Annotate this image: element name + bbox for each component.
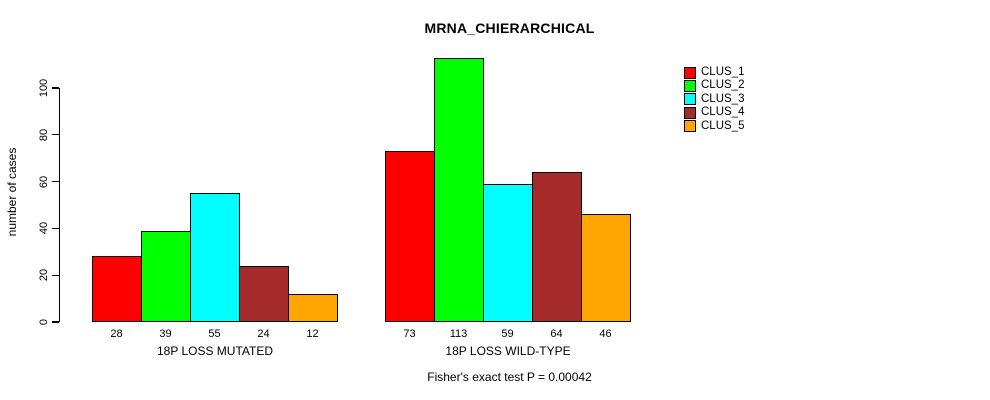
y-tick-label: 20 <box>38 269 50 282</box>
bar-clus_4-mutated <box>239 265 289 322</box>
bar-value-label: 64 <box>550 328 563 340</box>
bar-clus_4-wild-type <box>532 172 582 322</box>
bar-clus_5-mutated <box>288 293 338 322</box>
bar-clus_2-mutated <box>141 230 191 322</box>
bar-value-label: 12 <box>306 328 319 340</box>
y-tick-label: 100 <box>38 78 50 98</box>
y-tick-mark <box>52 227 59 229</box>
legend-item: CLUS_3 <box>684 93 744 106</box>
bar-value-label: 46 <box>599 328 612 340</box>
legend-label: CLUS_4 <box>701 106 745 119</box>
bar-clus_3-mutated <box>190 193 240 322</box>
y-axis-label: number of cases <box>5 147 19 237</box>
legend-swatch-icon <box>684 106 696 119</box>
bar-clus_1-mutated <box>92 256 142 322</box>
legend-item: CLUS_5 <box>684 120 744 133</box>
y-tick-mark <box>52 134 59 136</box>
bar-value-label: 24 <box>257 328 270 340</box>
y-tick-mark <box>52 87 59 89</box>
legend-swatch-icon <box>684 80 696 93</box>
legend-item: CLUS_2 <box>684 79 745 93</box>
bar-clus_2-wild-type <box>434 57 484 322</box>
bar-clus_1-wild-type <box>385 151 435 322</box>
x-group-label-mutated: 18P LOSS MUTATED <box>156 344 274 358</box>
y-axis-line <box>59 88 61 322</box>
bar-value-label: 113 <box>449 328 468 340</box>
y-tick-label: 0 <box>38 318 50 326</box>
legend: CLUS_1 CLUS_2 CLUS_3 CLUS_4 CLUS_5 <box>684 66 744 133</box>
bar-clus_5-wild-type <box>581 214 631 322</box>
bar-value-label: 28 <box>110 328 123 340</box>
bar-clus_3-wild-type <box>483 183 533 322</box>
y-tick-mark <box>52 181 59 183</box>
chart-title: MRNA_CHIERARCHICAL <box>424 20 595 36</box>
y-tick-label: 60 <box>38 175 50 188</box>
y-tick-label: 40 <box>38 222 50 235</box>
legend-item: CLUS_1 <box>684 66 744 79</box>
legend-swatch-icon <box>684 66 696 79</box>
legend-item: CLUS_4 <box>684 106 744 119</box>
legend-label: CLUS_1 <box>701 66 745 78</box>
legend-label: CLUS_5 <box>701 119 745 132</box>
legend-label: CLUS_3 <box>701 92 745 105</box>
chart-subtitle: Fisher's exact test P = 0.00042 <box>427 370 592 384</box>
legend-swatch-icon <box>684 120 696 133</box>
bar-value-label: 73 <box>403 328 416 340</box>
bar-value-label: 55 <box>208 328 221 340</box>
y-tick-label: 80 <box>38 128 50 141</box>
legend-label: CLUS_2 <box>701 79 745 92</box>
bar-value-label: 39 <box>159 328 172 340</box>
bar-value-label: 59 <box>501 328 514 340</box>
legend-swatch-icon <box>684 93 696 106</box>
y-tick-mark <box>52 274 59 276</box>
x-group-label-wild-type: 18P LOSS WILD-TYPE <box>445 344 571 358</box>
y-tick-mark <box>52 321 59 323</box>
